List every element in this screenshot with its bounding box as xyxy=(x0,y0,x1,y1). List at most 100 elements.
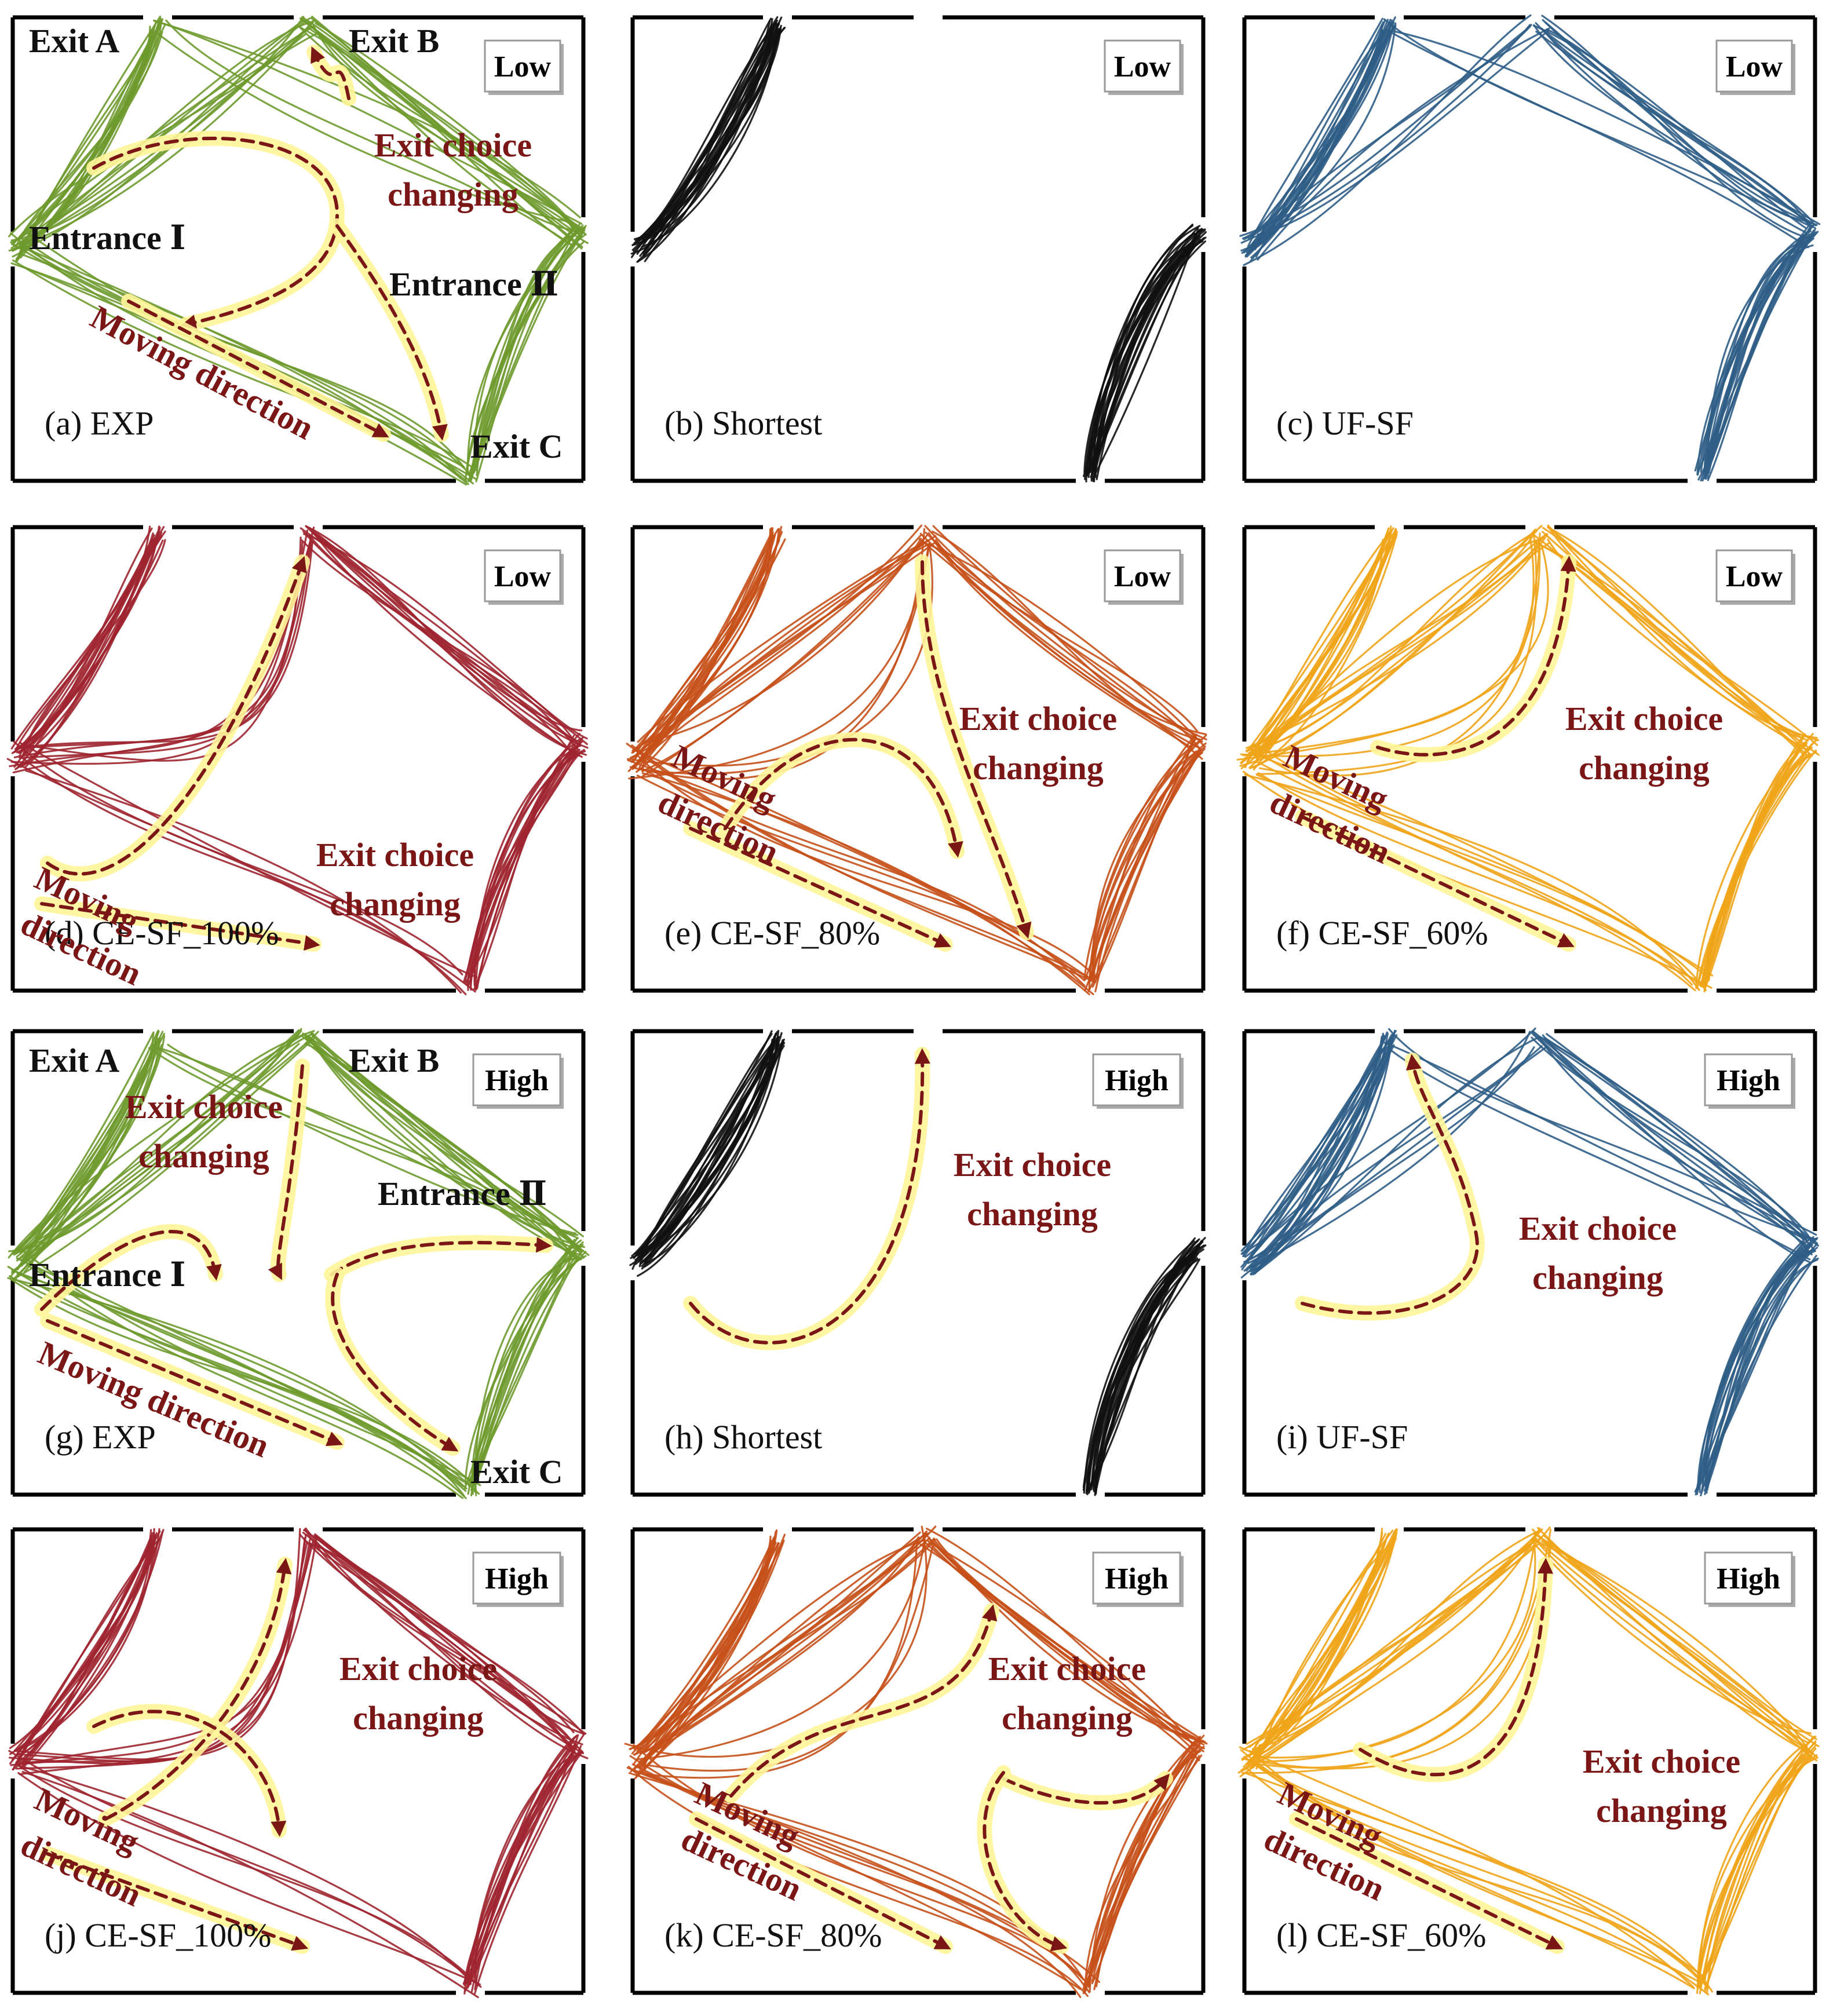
trajectory-line xyxy=(933,1542,1195,1738)
trajectory-line xyxy=(302,1032,584,1237)
trajectory-line xyxy=(306,1035,578,1259)
trajectory-line xyxy=(644,1039,784,1252)
trajectory-line xyxy=(302,1532,585,1755)
trajectory-line xyxy=(1547,524,1818,739)
trajectory-line xyxy=(919,532,1199,732)
trajectory-line xyxy=(313,1543,589,1759)
trajectory-line xyxy=(1085,226,1199,483)
badge-box xyxy=(1704,1053,1793,1106)
room-walls xyxy=(630,15,1206,483)
trajectory-line xyxy=(1096,229,1206,480)
trajectory-line xyxy=(23,1529,152,1767)
room-walls xyxy=(10,1029,586,1497)
trajectory-line xyxy=(7,1277,468,1490)
density-badge: Low xyxy=(1104,39,1184,95)
red-annotation: changing xyxy=(330,885,461,923)
trajectory-line xyxy=(1251,753,1714,977)
location-label: Exit B xyxy=(349,1042,439,1079)
location-label: Exit C xyxy=(470,1453,563,1491)
trajectory-line xyxy=(15,1763,473,1980)
location-label: Entrance Ⅰ xyxy=(29,219,185,257)
trajectory-line xyxy=(926,1528,1204,1752)
dashed-arrow-icon xyxy=(1301,1054,1479,1315)
arrow-highlight xyxy=(683,1047,930,1350)
location-label: Exit A xyxy=(29,22,119,60)
trajectory-line xyxy=(647,1540,918,1772)
trajectory-line xyxy=(1244,1772,1709,1989)
trajectory-line xyxy=(1544,31,1814,223)
arrow-highlight xyxy=(325,1267,461,1456)
trajectory-line xyxy=(16,527,153,770)
panel-d: Low(d) CE-SF_100%Exit choicechangingMovi… xyxy=(6,525,589,995)
trajectory-line xyxy=(14,525,151,770)
trajectory-line xyxy=(627,542,930,767)
trajectory-line xyxy=(1249,1759,1713,1993)
badge-box xyxy=(1715,549,1793,602)
trajectory-line xyxy=(1531,1036,1811,1239)
density-label: High xyxy=(1105,1064,1169,1097)
trajectory-line xyxy=(632,525,783,754)
trajectory-line xyxy=(628,545,930,780)
trajectory-line xyxy=(299,17,581,236)
density-label: Low xyxy=(494,560,552,593)
trajectory-line xyxy=(302,530,582,747)
trajectories xyxy=(1237,1526,1820,1996)
dashed-arrow-icon xyxy=(1002,1773,1170,1805)
room-walls xyxy=(1242,525,1817,993)
panel-f: Low(f) CE-SF_60%Exit choicechangingMovin… xyxy=(1236,524,1820,993)
trajectory-line xyxy=(1240,537,1545,765)
red-annotation: Exit choice xyxy=(374,126,532,164)
trajectory-line xyxy=(1247,1033,1393,1264)
trajectory-line xyxy=(1705,751,1817,986)
trajectory-line xyxy=(470,737,582,991)
trajectory-line xyxy=(638,534,922,764)
trajectory-line xyxy=(633,20,771,240)
trajectory-line xyxy=(8,19,316,252)
trajectory-line xyxy=(1547,526,1806,756)
density-badge: Low xyxy=(1715,549,1795,605)
dashed-arrow-icon xyxy=(46,1852,309,1951)
density-badge: High xyxy=(1704,1053,1795,1109)
trajectory-line xyxy=(1701,749,1817,987)
dashed-arrow-icon xyxy=(1301,815,1575,948)
trajectory-line xyxy=(474,744,581,989)
trajectory-line xyxy=(25,1263,464,1488)
trajectory-line xyxy=(16,530,159,754)
trajectory-line xyxy=(1090,1246,1200,1491)
panel-c: Low (c) UF-SF xyxy=(1239,14,1821,483)
panel-caption: (c) UF-SF xyxy=(1276,404,1414,442)
trajectories xyxy=(8,1527,589,1999)
trajectory-line xyxy=(1091,237,1205,470)
panel-caption: (h) Shortest xyxy=(664,1418,822,1456)
panel-h: High (h) Shortest Exit choice changing xyxy=(629,1029,1207,1497)
trajectory-line xyxy=(1246,528,1397,763)
trajectory-line xyxy=(1244,773,1700,991)
trajectory-line xyxy=(313,26,583,233)
trajectory-line xyxy=(1242,1043,1383,1251)
trajectory-line xyxy=(627,759,1094,995)
trajectory-line xyxy=(1245,533,1549,749)
trajectory-line xyxy=(1707,244,1806,481)
trajectory-line xyxy=(476,241,585,472)
trajectory-line xyxy=(1087,1238,1200,1494)
arrow-highlight xyxy=(724,1603,999,1803)
panel-i: High (i) UF-SF Exit choice changing xyxy=(1240,1027,1819,1497)
trajectory-line xyxy=(1252,1036,1540,1276)
trajectory-line xyxy=(1531,1538,1809,1750)
trajectory-line xyxy=(14,1030,302,1254)
density-label: High xyxy=(1717,1562,1780,1595)
trajectory-line xyxy=(1704,1244,1813,1495)
trajectory-line xyxy=(1087,748,1206,992)
badge-box xyxy=(1715,39,1793,93)
trajectory-line xyxy=(476,736,584,989)
panel-caption: (j) CE-SF_100% xyxy=(45,1916,272,1954)
trajectory-line xyxy=(13,1031,164,1256)
trajectory-line xyxy=(17,1246,481,1487)
trajectory-line xyxy=(1706,1246,1810,1491)
trajectory-line xyxy=(634,543,930,769)
trajectory-line xyxy=(1095,1244,1205,1492)
trajectory-line xyxy=(469,1734,579,1983)
trajectory-line xyxy=(16,1032,154,1251)
trajectory-line xyxy=(470,1254,576,1496)
trajectory-line xyxy=(633,21,777,253)
